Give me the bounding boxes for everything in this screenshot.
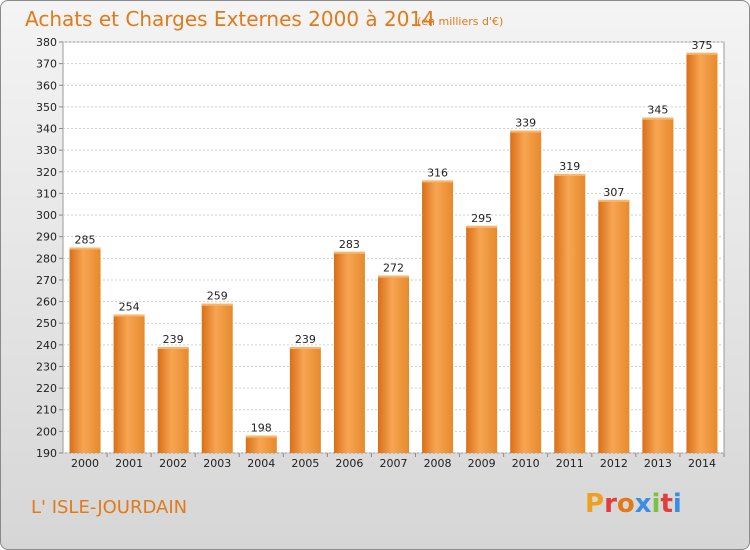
data-label: 316 xyxy=(427,166,448,179)
x-tick-label: 2004 xyxy=(247,457,275,470)
data-label: 285 xyxy=(75,234,96,247)
bar-2010 xyxy=(510,130,542,454)
y-tick-label: 320 xyxy=(36,166,57,179)
y-tick-label: 360 xyxy=(36,79,57,92)
chart-title: Achats et Charges Externes 2000 à 2014 xyxy=(25,7,435,31)
bar-cap xyxy=(598,199,630,202)
y-tick-label: 290 xyxy=(36,231,57,244)
logo-letter: r xyxy=(604,489,617,519)
y-tick-label: 310 xyxy=(36,187,57,200)
logo-letter: x xyxy=(634,489,652,519)
y-tick-label: 190 xyxy=(36,447,57,460)
data-label: 375 xyxy=(691,39,712,52)
y-tick-label: 260 xyxy=(36,296,57,309)
y-tick-label: 250 xyxy=(36,317,57,330)
place-name: L' ISLE-JOURDAIN xyxy=(31,497,188,518)
bar-2012 xyxy=(598,199,630,453)
bar-cap xyxy=(157,347,189,350)
bar-cap xyxy=(422,180,454,183)
bar-cap xyxy=(69,247,101,250)
bar-2003 xyxy=(201,303,233,453)
x-tick-label: 2001 xyxy=(115,457,143,470)
data-label: 345 xyxy=(647,104,668,117)
bar-cap xyxy=(642,117,674,120)
bar-cap xyxy=(554,173,586,176)
bar-2006 xyxy=(333,251,365,453)
y-tick-label: 330 xyxy=(36,144,57,157)
bar-cap xyxy=(686,52,718,55)
data-label: 339 xyxy=(515,117,536,130)
proxiti-logo: Proxiti xyxy=(585,489,682,519)
data-label: 272 xyxy=(383,262,404,275)
bar-chart: 285 254 239 259 198 239 283 272 316 295 339 319 307 3… xyxy=(36,36,725,470)
chart-subtitle: (en milliers d'€) xyxy=(417,15,504,28)
y-tick-label: 340 xyxy=(36,123,57,136)
bar-cap xyxy=(289,347,321,350)
x-tick-label: 2002 xyxy=(159,457,187,470)
y-tick-label: 370 xyxy=(36,58,57,71)
bar-2004 xyxy=(245,435,277,453)
bar-cap xyxy=(333,251,365,254)
x-tick-label: 2014 xyxy=(688,457,716,470)
y-tick-label: 270 xyxy=(36,274,57,287)
y-tick-label: 200 xyxy=(36,425,57,438)
data-label: 295 xyxy=(471,212,492,225)
x-tick-label: 2007 xyxy=(380,457,408,470)
x-tick-label: 2003 xyxy=(203,457,231,470)
x-tick-label: 2010 xyxy=(512,457,540,470)
data-label: 259 xyxy=(207,290,228,303)
bar-2000 xyxy=(69,247,101,453)
bar-2009 xyxy=(466,225,498,453)
data-label: 198 xyxy=(251,422,272,435)
y-tick-label: 230 xyxy=(36,360,57,373)
logo-letter: P xyxy=(585,489,605,519)
x-tick-label: 2013 xyxy=(644,457,672,470)
data-label: 307 xyxy=(603,186,624,199)
x-tick-label: 2008 xyxy=(424,457,452,470)
bar-cap xyxy=(378,275,409,278)
logo-letter: t xyxy=(660,489,673,519)
bar-cap xyxy=(113,314,145,317)
y-tick-label: 280 xyxy=(36,252,57,265)
bar-cap xyxy=(201,303,233,306)
x-tick-label: 2000 xyxy=(71,457,99,470)
y-tick-label: 220 xyxy=(36,382,57,395)
data-label: 254 xyxy=(119,301,140,314)
bar-cap xyxy=(510,130,542,133)
bar-cap xyxy=(245,435,277,438)
bar-2014 xyxy=(686,52,718,453)
logo-letter: o xyxy=(616,489,635,519)
data-label: 283 xyxy=(339,238,360,251)
y-tick-label: 380 xyxy=(36,36,57,49)
bar-2002 xyxy=(157,347,189,453)
bar-2008 xyxy=(422,180,454,453)
x-tick-label: 2011 xyxy=(556,457,584,470)
x-tick-label: 2005 xyxy=(291,457,319,470)
bar-2001 xyxy=(113,314,145,453)
data-label: 239 xyxy=(295,333,316,346)
logo-letter: i xyxy=(651,489,661,519)
bar-2011 xyxy=(554,173,586,453)
logo-letter: i xyxy=(672,489,682,519)
x-tick-label: 2006 xyxy=(335,457,363,470)
y-tick-label: 300 xyxy=(36,209,57,222)
bar-cap xyxy=(466,225,498,228)
bar-2013 xyxy=(642,117,674,454)
bar-2007 xyxy=(378,275,409,453)
x-tick-label: 2012 xyxy=(600,457,628,470)
data-label: 239 xyxy=(163,333,184,346)
data-label: 319 xyxy=(559,160,580,173)
x-tick-label: 2009 xyxy=(468,457,496,470)
bar-2005 xyxy=(289,347,321,453)
y-tick-label: 210 xyxy=(36,404,57,417)
y-tick-label: 350 xyxy=(36,101,57,114)
y-tick-label: 240 xyxy=(36,339,57,352)
